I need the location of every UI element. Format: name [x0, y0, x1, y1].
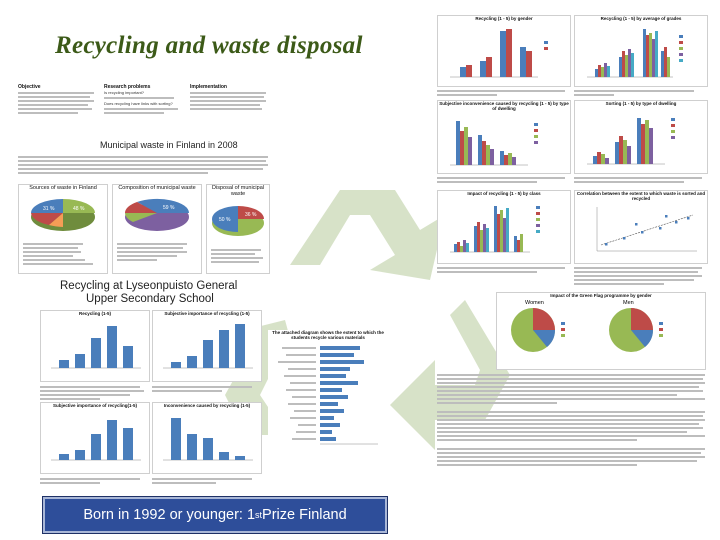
chart-subjective-bars: [163, 324, 253, 369]
chart-impact-class: Impact of recycling (1 - 5) by class: [437, 190, 571, 264]
pie1-label-a: 31 %: [43, 206, 55, 212]
pie-disposal-title: Disposal of municipal waste: [212, 185, 264, 197]
chart-subjective-importance-bars: [51, 420, 141, 461]
chart-green-flag: Impact of the Green Flag programme by ge…: [496, 292, 706, 370]
chart-green-flag-title: Impact of the Green Flag programme by ge…: [550, 293, 652, 298]
problems-column: Research problems Is recycling important…: [104, 84, 182, 116]
intro-section: Objective Research problems Is recycling…: [18, 84, 268, 134]
chart-inconvenience-title: Inconvenience caused by recycling (1-5): [163, 403, 251, 408]
chart-inconvenience-bars: [163, 418, 253, 461]
chart-impact-class-title: Impact of recycling (1 - 5) by class: [467, 191, 541, 196]
pie-sources: Sources of waste in Finland 31 % 48 %: [18, 184, 108, 274]
objective-column: Objective: [18, 84, 96, 116]
chart-inconvenience-dwelling: Subjective inconvenience caused by recyc…: [437, 100, 571, 174]
chart-recycling-bars: [51, 326, 141, 369]
chart-recycling: Recycling (1-5): [40, 310, 150, 382]
right-conclusion-text: [437, 372, 707, 468]
finland-paragraph: [18, 154, 268, 176]
chart-materials: The attached diagram shows the extent to…: [268, 330, 388, 478]
chart-correlation-title: Correlation between the extent to which …: [576, 191, 706, 201]
school-heading-line1: Recycling at Lyseonpuisto General: [60, 280, 238, 292]
chart-by-gender: Recycling (1 - 5) by gender: [437, 15, 571, 87]
problem-2: Does recycling have links with sorting?: [104, 101, 173, 106]
chart-subjective: Subjective importance of recycling (1-5): [152, 310, 262, 382]
chart-sorting-dwelling-title: Sorting (1 - 5) by type of dwelling: [605, 101, 677, 106]
chart-correlation: Correlation between the extent to which …: [574, 190, 708, 264]
pie-composition-title: Composition of municipal waste: [118, 185, 196, 191]
chart-recycling-title: Recycling (1-5): [78, 311, 111, 316]
pie3-label-b: 36 %: [245, 212, 257, 218]
implementation-column: Implementation: [190, 84, 268, 112]
chart-subjective-importance: Subjective importance of recycling(1-5): [40, 402, 150, 474]
pie-sources-title: Sources of waste in Finland: [29, 185, 97, 191]
chart-subjective-title: Subjective importance of recycling (1-5): [164, 311, 250, 316]
pie1-label-b: 48 %: [73, 206, 85, 212]
pie-disposal: Disposal of municipal waste 50 % 36 %: [206, 184, 270, 274]
pie-men-label: Men: [623, 300, 634, 306]
chart-inconvenience: Inconvenience caused by recycling (1-5): [152, 402, 262, 474]
school-heading-line2: Upper Secondary School: [86, 293, 214, 305]
pie2-label-a: 59 %: [163, 205, 175, 211]
objective-heading: Objective: [18, 84, 41, 90]
problem-1: Is recycling important?: [104, 90, 145, 95]
pie-women-label: Women: [525, 300, 544, 306]
award-banner-suffix: Prize Finland: [262, 507, 347, 523]
chart-materials-title: The attached diagram shows the extent to…: [272, 330, 384, 340]
pie3-label-a: 50 %: [219, 217, 231, 223]
award-banner-prefix: Born in 1992 or younger: 1: [83, 507, 256, 523]
problems-heading: Research problems: [104, 84, 151, 90]
award-banner-sup: st: [255, 510, 263, 520]
finland-heading: Municipal waste in Finland in 2008: [100, 140, 238, 150]
chart-by-grades-title: Recycling (1 - 5) by average of grades: [600, 16, 682, 21]
chart-by-gender-title: Recycling (1 - 5) by gender: [475, 16, 533, 21]
chart-by-grades: Recycling (1 - 5) by average of grades: [574, 15, 708, 87]
chart-inconvenience-dwelling-title: Subjective inconvenience caused by recyc…: [439, 101, 569, 111]
chart-materials-bars: [278, 346, 378, 445]
poster-title: Recycling and waste disposal: [55, 32, 363, 59]
chart-sorting-dwelling: Sorting (1 - 5) by type of dwelling: [574, 100, 708, 174]
chart-subjective-importance-title: Subjective importance of recycling(1-5): [52, 403, 138, 408]
pie-composition: Composition of municipal waste 59 %: [112, 184, 202, 274]
implementation-heading: Implementation: [190, 84, 227, 90]
